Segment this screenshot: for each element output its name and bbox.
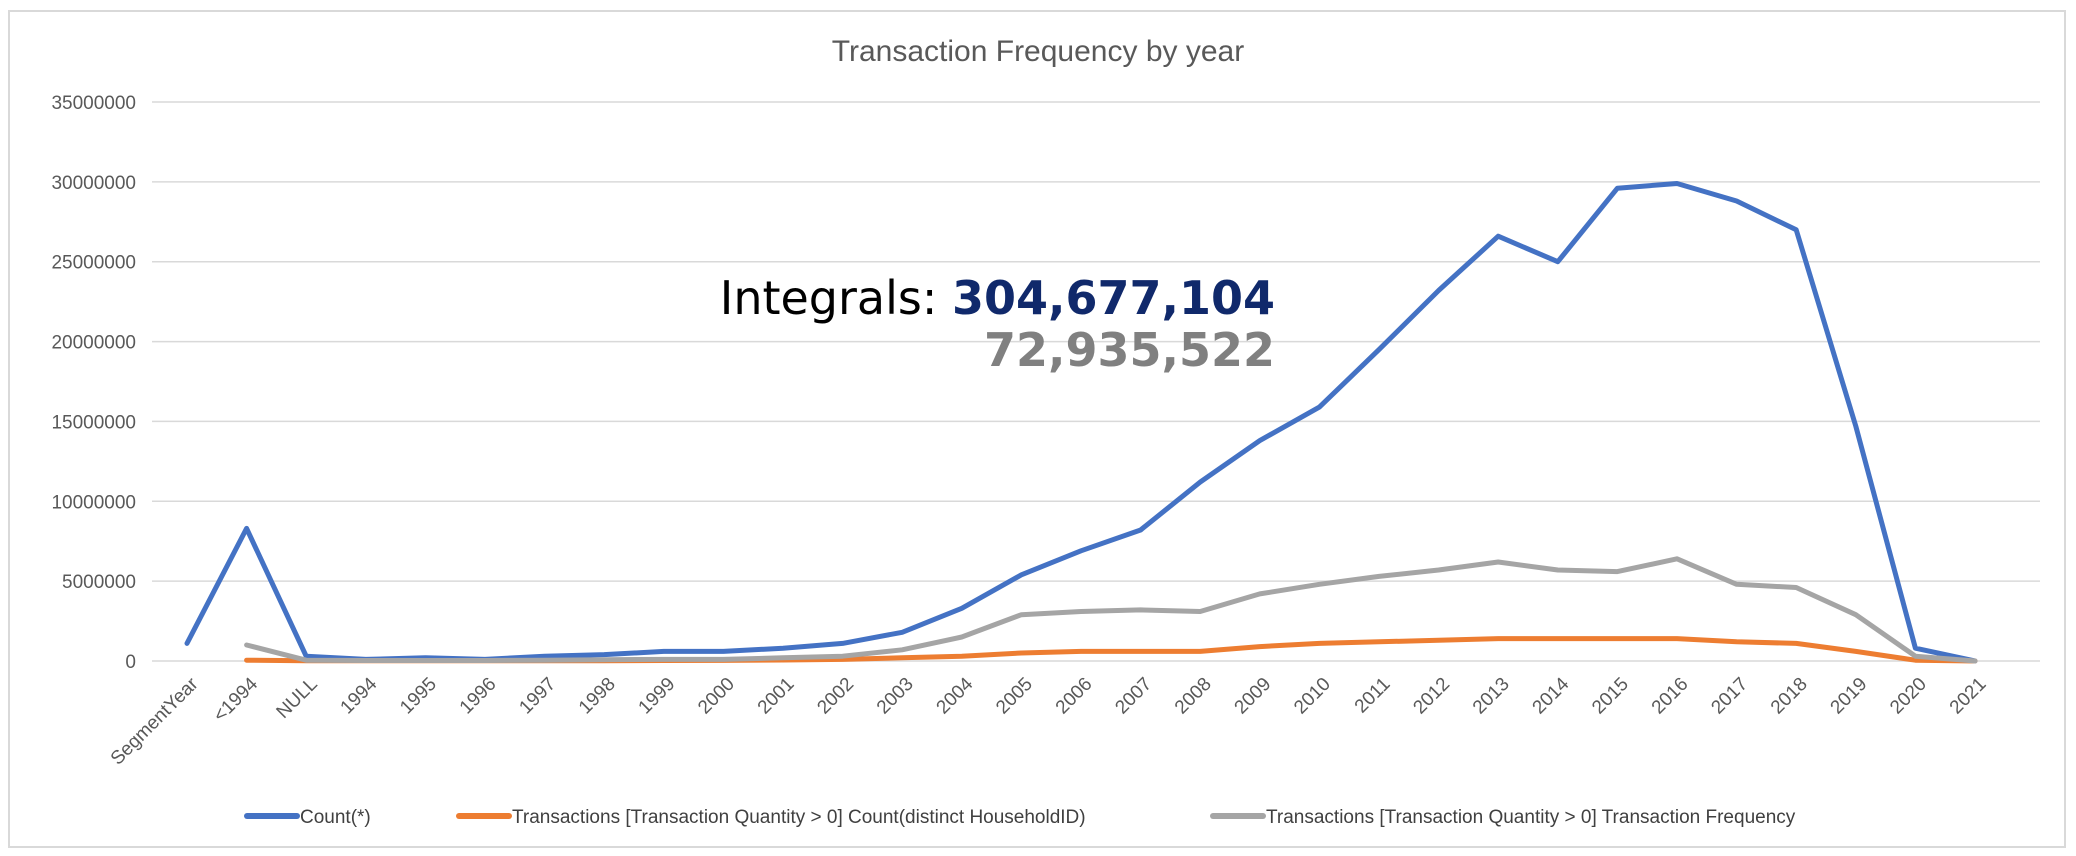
legend[interactable]: Count(*) Transactions [Transaction Quant… (244, 807, 1796, 828)
integral-value-2: 72,935,522 (984, 323, 1275, 377)
y-tick-label: 25000000 (51, 253, 136, 274)
y-tick-label: 15000000 (51, 412, 136, 433)
count-series-line (184, 181, 1978, 664)
x-tick-label: 2003 (873, 674, 918, 719)
x-tick-label: 2008 (1171, 674, 1216, 719)
x-tick-label: 2020 (1886, 674, 1931, 719)
x-tick-label: 2012 (1409, 674, 1454, 719)
x-tick-label: 2018 (1767, 674, 1812, 719)
x-tick-label: 2014 (1529, 673, 1574, 718)
x-tick-label: 1999 (635, 674, 680, 719)
y-tick-label: 5000000 (62, 572, 136, 593)
x-tick-label: NULL (273, 674, 322, 723)
x-tick-label: 2013 (1469, 674, 1514, 719)
y-tick-label: 20000000 (51, 333, 136, 354)
x-tick-label: 2001 (754, 674, 799, 719)
y-tick-label: 10000000 (51, 492, 136, 513)
x-tick-label: 2007 (1111, 674, 1156, 719)
x-tick-label: 2011 (1351, 674, 1395, 718)
x-tick-label: 1996 (456, 674, 501, 719)
x-tick-label: 2021 (1946, 674, 1991, 719)
x-tick-label: 2010 (1290, 674, 1335, 719)
legend-label-count: Count(*) (300, 807, 371, 828)
integral-value-1: 304,677,104 (952, 271, 1275, 325)
x-tick-label: 2004 (933, 673, 978, 718)
x-tick-label: SegmentYear (107, 673, 203, 769)
x-tick-label: 2000 (694, 674, 739, 719)
series-lines (184, 181, 1978, 664)
x-axis-ticks: SegmentYear <1994 NULL 1994 1995 1996 1997 1998… (107, 673, 1991, 769)
x-tick-label: 1994 (337, 673, 382, 718)
x-tick-label: 2005 (992, 674, 1037, 719)
integrals-prefix: Integrals: (720, 271, 952, 325)
x-tick-label: 1998 (575, 674, 620, 719)
frequency-series-line (244, 556, 1978, 664)
x-tick-label: 1997 (515, 674, 560, 719)
gridlines (152, 101, 2040, 662)
chart-frame (8, 10, 2066, 848)
x-tick-label: 2015 (1588, 674, 1633, 719)
x-tick-label: 2002 (813, 674, 858, 719)
x-tick-label: 2009 (1231, 674, 1276, 719)
x-tick-label: 2016 (1648, 674, 1693, 719)
integrals-annotation: Integrals: 304,677,104 (720, 271, 1275, 325)
y-tick-label: 0 (125, 652, 136, 673)
y-tick-label: 35000000 (51, 93, 136, 114)
legend-label-households: Transactions [Transaction Quantity > 0] … (512, 807, 1086, 828)
x-tick-label: 2017 (1707, 674, 1752, 719)
x-tick-label: 1995 (396, 674, 441, 719)
x-tick-label: 2019 (1827, 674, 1872, 719)
y-tick-label: 30000000 (51, 173, 136, 194)
x-tick-label: <1994 (210, 673, 263, 726)
legend-label-frequency: Transactions [Transaction Quantity > 0] … (1266, 807, 1796, 828)
chart-title: Transaction Frequency by year (832, 35, 1244, 68)
y-axis-ticks: 0 5000000 10000000 15000000 20000000 25000000… (51, 93, 136, 673)
x-tick-label: 2006 (1052, 674, 1097, 719)
